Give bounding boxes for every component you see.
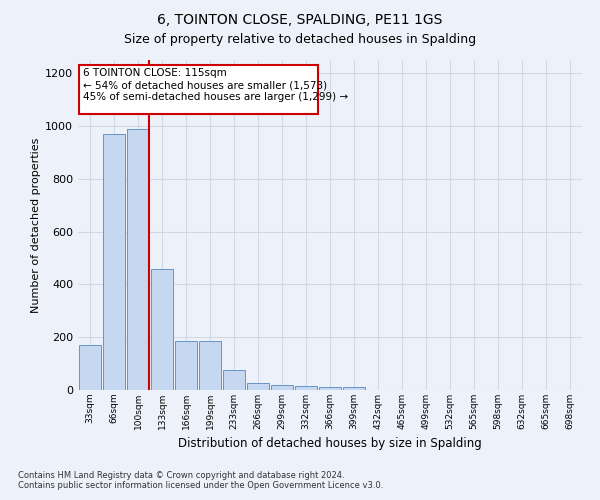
Bar	[271, 384, 293, 390]
Bar	[127, 128, 149, 390]
Bar	[247, 384, 269, 390]
Bar	[199, 341, 221, 390]
X-axis label: Distribution of detached houses by size in Spalding: Distribution of detached houses by size …	[178, 438, 482, 450]
Bar	[343, 388, 365, 390]
Bar	[295, 386, 317, 390]
Bar	[79, 345, 101, 390]
Bar	[175, 341, 197, 390]
Bar	[103, 134, 125, 390]
Bar	[223, 370, 245, 390]
Text: Contains HM Land Registry data © Crown copyright and database right 2024.
Contai: Contains HM Land Registry data © Crown c…	[18, 470, 383, 490]
FancyBboxPatch shape	[79, 66, 318, 114]
Bar	[151, 268, 173, 390]
Text: 6, TOINTON CLOSE, SPALDING, PE11 1GS: 6, TOINTON CLOSE, SPALDING, PE11 1GS	[157, 12, 443, 26]
Text: 6 TOINTON CLOSE: 115sqm
← 54% of detached houses are smaller (1,573)
45% of semi: 6 TOINTON CLOSE: 115sqm ← 54% of detache…	[83, 68, 348, 102]
Y-axis label: Number of detached properties: Number of detached properties	[31, 138, 41, 312]
Text: Size of property relative to detached houses in Spalding: Size of property relative to detached ho…	[124, 32, 476, 46]
Bar	[319, 388, 341, 390]
